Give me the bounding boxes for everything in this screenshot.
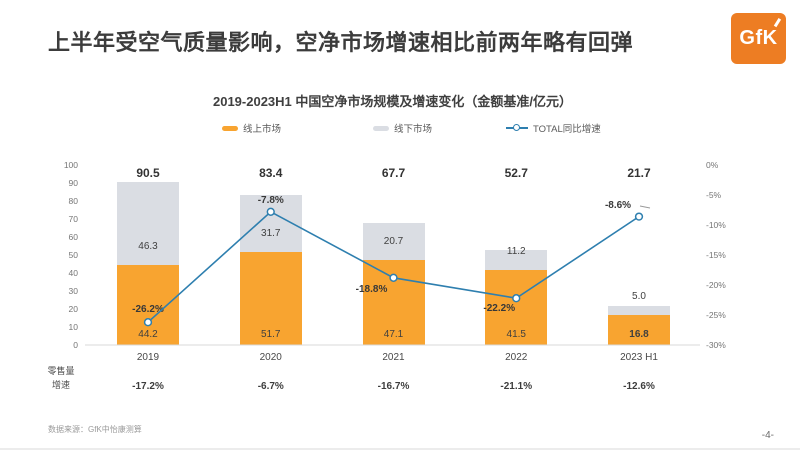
left-axis-tick: 0	[73, 340, 78, 350]
x-axis-label: 2020	[259, 352, 282, 363]
online-value-label: 47.1	[383, 329, 404, 340]
left-axis-tick: 80	[68, 196, 78, 206]
offline-value-label: 5.0	[632, 290, 646, 302]
total-value-label: 52.7	[504, 166, 528, 180]
legend-label-offline: 线下市场	[394, 124, 433, 135]
gfk-logo: GfK	[731, 13, 786, 64]
left-axis-tick: 40	[68, 268, 78, 278]
x-axis-label: 2019	[136, 352, 160, 363]
bar-offline	[608, 305, 670, 315]
growth-percent-label: -22.2%	[483, 303, 516, 315]
offline-value-label: 31.7	[261, 227, 281, 239]
total-value-label: 21.7	[627, 166, 651, 180]
data-source-note: 数据来源：GfK中怡康测算	[48, 425, 142, 434]
bottom-row-label-line1: 零售量	[47, 366, 75, 376]
left-axis-tick: 90	[68, 178, 78, 188]
online-value-label: 44.2	[138, 329, 158, 340]
growth-percent-label: -8.6%	[604, 199, 632, 211]
right-axis-tick: 0%	[706, 160, 719, 170]
growth-percent-label: -18.8%	[355, 283, 388, 295]
right-axis-tick: -30%	[706, 340, 726, 350]
legend-item-total-growth: TOTAL同比增速	[506, 121, 601, 135]
page-title: 上半年受空气质量影响，空净市场增速相比前两年略有回弹	[48, 30, 634, 55]
offline-value-label: 46.3	[138, 241, 158, 253]
x-axis-label: 2022	[505, 352, 528, 363]
legend-swatch-offline	[373, 125, 389, 131]
left-axis-tick: 70	[68, 214, 78, 224]
left-axis-tick: 30	[68, 286, 78, 296]
gfk-logo-text: GfK	[739, 27, 778, 49]
retail-volume-growth-value: -17.2%	[132, 381, 164, 392]
growth-percent-label: -7.8%	[257, 194, 284, 206]
right-axis-tick: -5%	[706, 190, 722, 200]
online-value-label: 16.8	[629, 329, 649, 340]
left-axis-tick: 10	[68, 322, 78, 332]
right-axis-tick: -25%	[706, 310, 726, 320]
chart-title: 2019-2023H1 中国空净市场规模及增速变化（金额基准/亿元）	[212, 94, 572, 109]
retail-volume-growth-value: -16.7%	[377, 381, 410, 392]
total-value-label: 83.4	[259, 166, 283, 180]
growth-percent-label: -26.2%	[132, 304, 164, 316]
left-axis-tick: 20	[68, 304, 78, 314]
left-axis-tick: 50	[68, 250, 78, 260]
total-value-label: 90.5	[136, 166, 160, 180]
legend-label-online: 线上市场	[243, 124, 282, 135]
legend-line-marker-icon	[506, 124, 528, 133]
legend-item-online: 线上市场	[222, 121, 281, 135]
left-axis-tick: 60	[68, 232, 78, 242]
right-axis-tick: -20%	[706, 280, 726, 290]
x-axis-label: 2023 H1	[620, 352, 658, 363]
bottom-row-label: 零售量 增速	[31, 364, 91, 392]
page-number: -4-	[761, 430, 774, 441]
retail-volume-growth-value: -21.1%	[500, 381, 533, 392]
bottom-row-label-line2: 增速	[51, 380, 70, 390]
x-axis-label: 2021	[382, 352, 405, 363]
online-value-label: 41.5	[506, 329, 526, 340]
right-axis-tick: -15%	[706, 250, 726, 260]
right-axis-tick: -10%	[706, 220, 726, 230]
offline-value-label: 20.7	[383, 236, 404, 248]
legend-label-total-growth: TOTAL同比增速	[533, 124, 601, 135]
retail-volume-growth-value: -6.7%	[257, 381, 284, 392]
legend-item-offline: 线下市场	[373, 121, 432, 135]
online-value-label: 51.7	[261, 329, 281, 340]
legend-swatch-online	[222, 125, 238, 131]
total-value-label: 67.7	[381, 166, 406, 180]
offline-value-label: 11.2	[506, 246, 526, 258]
retail-volume-growth-value: -12.6%	[623, 381, 655, 392]
left-axis-tick: 100	[63, 160, 78, 170]
